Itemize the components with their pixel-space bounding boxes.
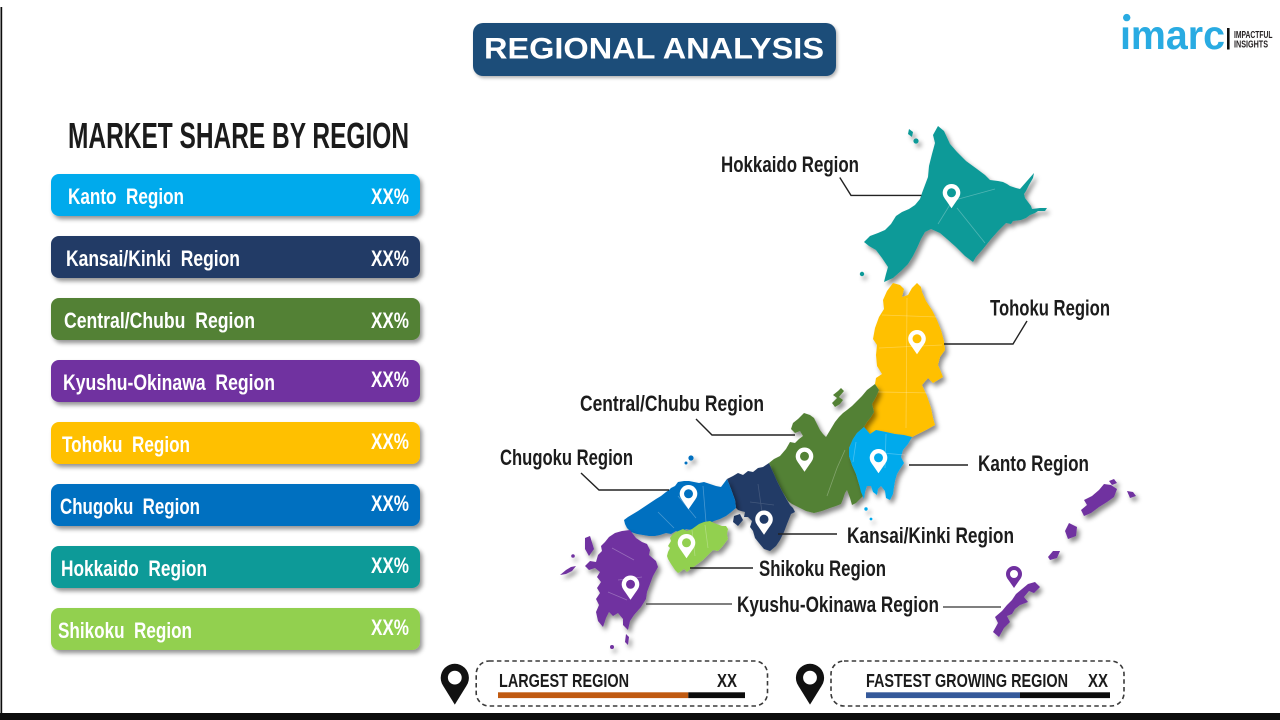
svg-text:XX%: XX% bbox=[371, 553, 409, 578]
svg-text:Kyushu-Okinawa Region: Kyushu-Okinawa Region bbox=[737, 592, 939, 617]
svg-text:Hokkaido Region: Hokkaido Region bbox=[61, 556, 207, 581]
svg-text:XX%: XX% bbox=[371, 367, 409, 392]
svg-text:INSIGHTS: INSIGHTS bbox=[1234, 40, 1268, 51]
svg-text:Kansai/Kinki Region: Kansai/Kinki Region bbox=[66, 246, 240, 271]
svg-text:Central/Chubu Region: Central/Chubu Region bbox=[580, 391, 764, 416]
svg-text:Shikoku Region: Shikoku Region bbox=[759, 556, 886, 581]
svg-text:Chugoku Region: Chugoku Region bbox=[60, 494, 200, 519]
svg-text:XX: XX bbox=[1088, 671, 1108, 691]
svg-text:FASTEST GROWING REGION: FASTEST GROWING REGION bbox=[866, 671, 1068, 691]
svg-text:Tohoku Region: Tohoku Region bbox=[62, 432, 190, 457]
svg-text:XX: XX bbox=[717, 671, 737, 691]
svg-text:Tohoku Region: Tohoku Region bbox=[990, 296, 1110, 321]
svg-text:Kanto Region: Kanto Region bbox=[978, 451, 1089, 476]
svg-text:Central/Chubu Region: Central/Chubu Region bbox=[64, 308, 255, 333]
svg-text:Kyushu-Okinawa Region: Kyushu-Okinawa Region bbox=[63, 370, 275, 395]
svg-text:XX%: XX% bbox=[371, 184, 409, 209]
svg-text:MARKET SHARE BY REGION: MARKET SHARE BY REGION bbox=[68, 116, 409, 156]
svg-text:LARGEST REGION: LARGEST REGION bbox=[499, 671, 629, 691]
svg-text:Shikoku Region: Shikoku Region bbox=[58, 618, 192, 643]
svg-text:XX%: XX% bbox=[371, 246, 409, 271]
svg-text:Kanto Region: Kanto Region bbox=[68, 184, 184, 209]
svg-text:XX%: XX% bbox=[371, 491, 409, 516]
svg-text:Chugoku Region: Chugoku Region bbox=[500, 445, 633, 470]
svg-text:REGIONAL ANALYSIS: REGIONAL ANALYSIS bbox=[484, 33, 824, 66]
svg-text:XX%: XX% bbox=[371, 429, 409, 454]
svg-text:XX%: XX% bbox=[371, 615, 409, 640]
svg-text:Kansai/Kinki Region: Kansai/Kinki Region bbox=[847, 523, 1014, 548]
svg-text:XX%: XX% bbox=[371, 308, 409, 333]
svg-text:Hokkaido Region: Hokkaido Region bbox=[721, 152, 859, 177]
svg-text:ımarc: ımarc bbox=[1120, 12, 1225, 58]
svg-text:IMPACTFUL: IMPACTFUL bbox=[1234, 30, 1273, 41]
